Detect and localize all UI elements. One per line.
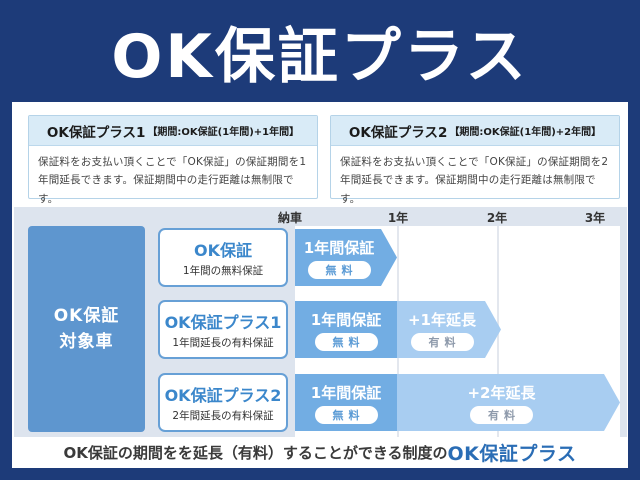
footer-text: OK保証の期間をを延長（有料）することができる制度の bbox=[63, 444, 448, 462]
plan-description: 保証料をお支払い頂くことで「OK保証」の保証期間を1年間延長できます。保証期間中… bbox=[38, 156, 307, 205]
plan-label-title: OK保証 bbox=[193, 241, 252, 260]
plan-period: 【期間:OK保証(1年間)+2年間】 bbox=[449, 127, 602, 138]
plan-card-plus1: OK保証プラス1 【期間:OK保証(1年間)+1年間】 保証料をお支払い頂くこと… bbox=[28, 115, 318, 205]
plan-name: OK保証プラス2 bbox=[348, 124, 448, 141]
content-area: OK保証プラス1 【期間:OK保証(1年間)+1年間】 保証料をお支払い頂くこと… bbox=[12, 102, 628, 468]
arrow-base-row1: 1年間保証 無料 bbox=[295, 229, 397, 286]
category-box: OK保証 対象車 bbox=[28, 226, 145, 432]
plan-name: OK保証プラス1 bbox=[46, 124, 146, 141]
free-badge: 無料 bbox=[308, 261, 371, 279]
free-badge: 無料 bbox=[314, 332, 378, 351]
plan-description: 保証料をお支払い頂くことで「OK保証」の保証期間を2年間延長できます。保証期間中… bbox=[340, 156, 609, 205]
timeline-label-year2: 2年 bbox=[486, 211, 508, 225]
plan-label-subtitle: 1年間延長の有料保証 bbox=[172, 337, 274, 349]
arrow-base-row3: 1年間保証 無料 bbox=[295, 374, 397, 431]
plan-card-plus2: OK保証プラス2 【期間:OK保証(1年間)+2年間】 保証料をお支払い頂くこと… bbox=[330, 115, 620, 205]
footer-caption: OK保証の期間をを延長（有料）することができる制度の OK保証プラス bbox=[12, 437, 628, 468]
category-line2: 対象車 bbox=[59, 332, 114, 352]
plan-label-title: OK保証プラス2 bbox=[164, 386, 282, 405]
plan-card-header: OK保証プラス2 【期間:OK保証(1年間)+2年間】 bbox=[331, 116, 619, 146]
segment-label: 1年間保証 bbox=[303, 238, 375, 257]
arrow-extension-row2: +1年延長 有料 bbox=[397, 301, 501, 358]
plan-label-subtitle: 2年間延長の有料保証 bbox=[172, 410, 274, 422]
plan-card-header: OK保証プラス1 【期間:OK保証(1年間)+1年間】 bbox=[29, 116, 317, 146]
plan-label-box-ok: OK保証 1年間の無料保証 bbox=[158, 228, 288, 287]
paid-badge: 有料 bbox=[411, 333, 474, 351]
category-line1: OK保証 bbox=[53, 305, 120, 326]
timeline-label-year1: 1年 bbox=[387, 211, 409, 225]
plan-label-subtitle: 1年間の無料保証 bbox=[182, 265, 264, 277]
paid-badge: 有料 bbox=[470, 406, 533, 424]
arrow-extension-row3: +2年延長 有料 bbox=[397, 374, 620, 431]
page-title: OK保証プラス bbox=[111, 21, 529, 92]
timeline-label-delivery: 納車 bbox=[277, 211, 303, 225]
free-badge: 無料 bbox=[314, 405, 378, 424]
banner: OK保証プラス bbox=[0, 0, 640, 102]
plan-label-box-plus1: OK保証プラス1 1年間延長の有料保証 bbox=[158, 300, 288, 359]
footer-highlight: OK保証プラス bbox=[447, 443, 577, 465]
segment-label: +2年延長 bbox=[467, 383, 536, 402]
segment-label: 1年間保証 bbox=[310, 310, 382, 329]
timeline-diagram: 納車 1年 2年 3年 OK保証 対象車 OK保証 1年間の無料保証 1年間保証… bbox=[14, 207, 627, 437]
plan-period: 【期間:OK保証(1年間)+1年間】 bbox=[147, 127, 300, 138]
plan-label-title: OK保証プラス1 bbox=[164, 313, 282, 332]
timeline-label-year3: 3年 bbox=[584, 211, 606, 225]
plan-label-box-plus2: OK保証プラス2 2年間延長の有料保証 bbox=[158, 373, 288, 432]
arrow-base-row2: 1年間保証 無料 bbox=[295, 301, 397, 358]
segment-label: 1年間保証 bbox=[310, 383, 382, 402]
segment-label: +1年延長 bbox=[407, 310, 476, 329]
